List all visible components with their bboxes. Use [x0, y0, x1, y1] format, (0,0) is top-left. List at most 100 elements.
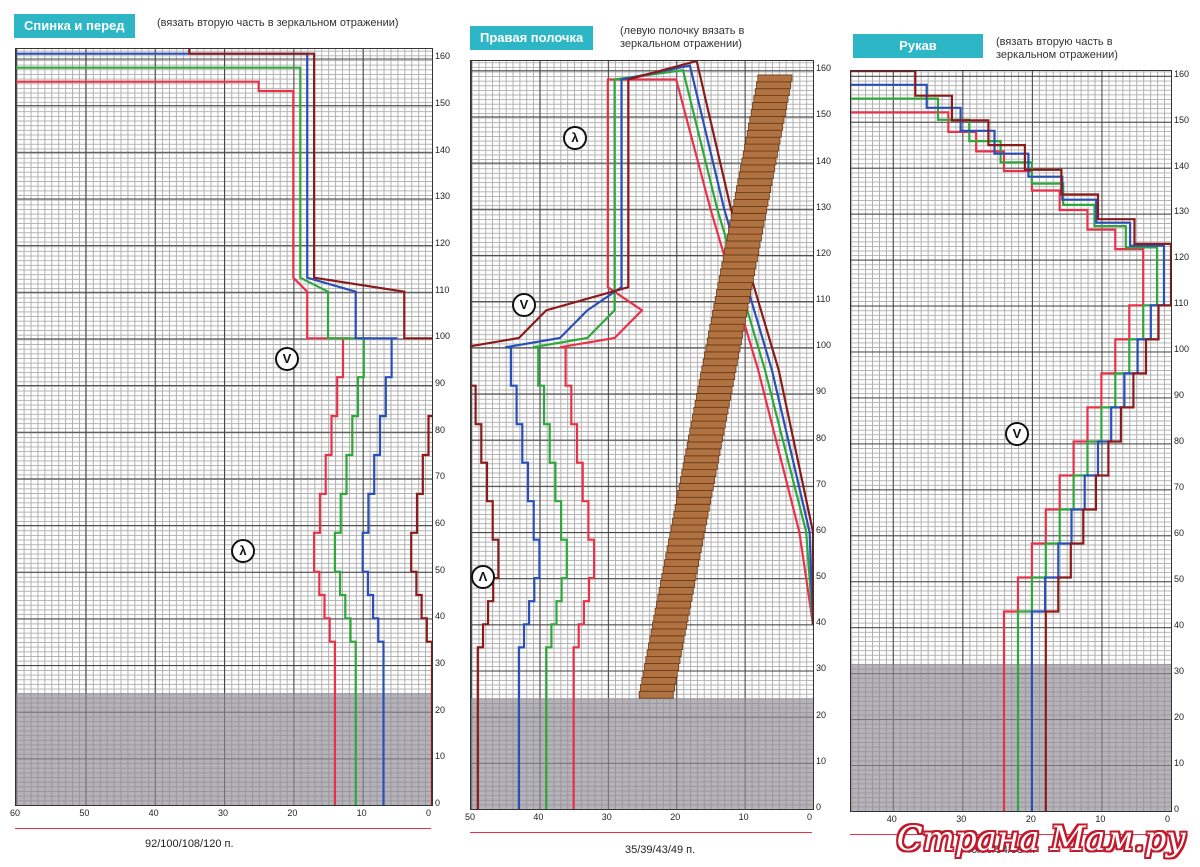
placket-cell [718, 275, 754, 283]
placket-cell [701, 365, 737, 374]
placket-cell [697, 386, 733, 394]
placket-cell [673, 510, 709, 519]
ribbing-band [851, 663, 1171, 811]
panel-title-front: Правая полочка [470, 26, 594, 50]
size-outline-4 [851, 71, 1171, 811]
y-tick-label: 20 [435, 704, 446, 715]
placket-cell [754, 88, 790, 97]
y-tick-label: 160 [816, 63, 832, 74]
y-tick-label: 40 [816, 617, 827, 628]
placket-cell [686, 441, 722, 450]
y-tick-label: 70 [435, 471, 446, 482]
symbol-increase-icon: V [1005, 422, 1029, 446]
x-tick-label: 10 [1095, 814, 1106, 824]
width-arrow [15, 828, 431, 829]
placket-cell [657, 593, 693, 602]
x-tick-label: 40 [148, 808, 159, 818]
symbol-increase-icon: V [275, 347, 299, 371]
y-tick-label: 110 [435, 284, 450, 295]
placket-cell [753, 95, 789, 103]
placket-cell [741, 157, 777, 166]
panel-title-back: Спинка и перед [14, 14, 135, 38]
size-outline-1 [851, 111, 1145, 811]
placket-cell [668, 538, 704, 547]
y-tick-label: 100 [1174, 344, 1190, 355]
y-tick-label: 140 [1174, 160, 1190, 171]
x-tick-label: 0 [807, 812, 813, 822]
placket-cell [757, 74, 793, 83]
placket-cell [661, 573, 697, 581]
placket-cell [740, 164, 776, 173]
y-tick-label: 10 [435, 751, 446, 762]
y-tick-label: 50 [816, 571, 827, 582]
placket-cell [677, 489, 713, 498]
placket-cell [681, 469, 717, 477]
placket-cell [645, 656, 681, 664]
placket-cell [678, 483, 714, 491]
x-tick-label: 60 [10, 808, 21, 818]
placket-cell [685, 448, 721, 457]
placket-cell [649, 635, 685, 644]
placket-cell [646, 649, 682, 658]
chart-front [470, 60, 814, 810]
placket-cell [744, 143, 780, 152]
y-tick-label: 130 [1174, 206, 1190, 217]
placket-cell [650, 628, 686, 637]
placket-cell [666, 545, 702, 554]
symbol-decrease-icon: λ [563, 126, 587, 150]
y-tick-label: 0 [816, 802, 822, 812]
placket-cell [737, 178, 773, 186]
placket-cell [742, 150, 778, 159]
placket-cell [725, 240, 761, 249]
symbol-caret-icon: Λ [471, 565, 495, 589]
placket-cell [756, 81, 792, 90]
x-tick-label: 40 [886, 814, 897, 824]
width-arrow [850, 834, 1170, 835]
y-tick-label: 20 [816, 709, 827, 720]
placket-cell [746, 129, 782, 138]
placket-cell [672, 517, 708, 526]
placket-cell [717, 282, 753, 290]
placket-cell [749, 116, 785, 124]
y-tick-label: 40 [435, 611, 446, 622]
placket-cell [665, 552, 701, 561]
placket-cell [656, 600, 692, 609]
y-tick-label: 100 [435, 331, 451, 342]
size-outline-4 [471, 61, 813, 809]
placket-cell [720, 268, 756, 277]
placket-cell [694, 399, 730, 408]
y-tick-label: 50 [1174, 574, 1185, 585]
placket-cell [704, 351, 740, 360]
placket-cell [732, 205, 768, 214]
chart-drawing [851, 71, 1171, 811]
placket-cell [689, 427, 725, 436]
y-tick-label: 120 [435, 238, 451, 248]
y-tick-label: 10 [816, 755, 827, 766]
size-outline-1 [559, 78, 813, 809]
placket-cell [750, 109, 786, 117]
ribbing-band [16, 693, 432, 805]
placket-cell [716, 289, 752, 297]
placket-cell [653, 614, 689, 623]
y-tick-label: 20 [1174, 712, 1185, 723]
placket-cell [745, 136, 781, 145]
placket-cell [648, 642, 684, 651]
y-tick-label: 150 [816, 109, 832, 120]
size-outline-3 [16, 52, 398, 805]
chart-drawing [16, 49, 432, 805]
panel-title-sleeve: Рукав [853, 34, 983, 58]
placket-cell [688, 434, 724, 443]
placket-cell [724, 247, 760, 256]
y-tick-label: 120 [1174, 252, 1190, 263]
size-outline-3 [851, 83, 1166, 811]
placket-cell [684, 455, 720, 464]
y-tick-label: 80 [816, 432, 827, 443]
placket-cell [734, 192, 770, 200]
placket-cell [730, 212, 766, 221]
placket-cell [712, 309, 748, 318]
x-tick-label: 10 [738, 812, 749, 822]
placket-cell [676, 496, 712, 505]
placket-cell [713, 302, 749, 311]
placket-cell [721, 261, 757, 270]
y-tick-label: 70 [1174, 482, 1185, 493]
